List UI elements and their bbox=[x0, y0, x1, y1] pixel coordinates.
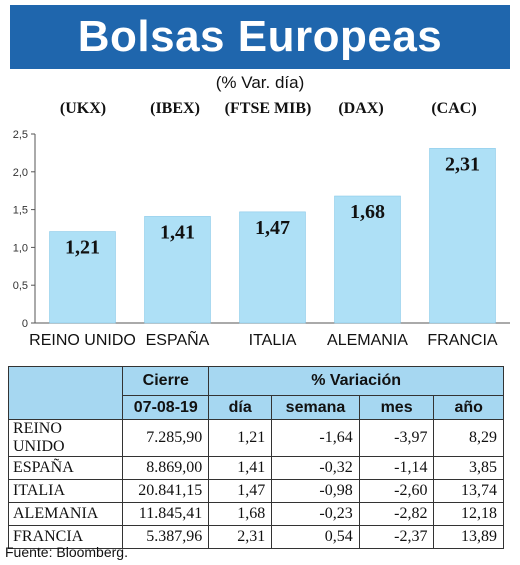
col-header-semana: semana bbox=[271, 395, 360, 420]
bar-value-label: 1,41 bbox=[160, 221, 195, 243]
row-country: REINO UNIDO bbox=[7, 419, 124, 457]
index-code: (UKX) bbox=[59, 100, 107, 117]
cell-dia: 1,41 bbox=[208, 456, 273, 480]
row-country: ITALIA bbox=[7, 479, 124, 503]
index-code: (FTSE MIB) bbox=[224, 100, 312, 117]
col-header-mes: mes bbox=[358, 395, 435, 420]
cell-semana: -1,64 bbox=[271, 419, 360, 457]
table-corner-lower bbox=[7, 395, 124, 420]
cell-cierre: 11.845,41 bbox=[122, 502, 210, 526]
row-country: ALEMANIA bbox=[7, 502, 124, 526]
col-header-ano: año bbox=[433, 395, 504, 420]
bar bbox=[144, 216, 211, 324]
cell-semana: 0,54 bbox=[271, 525, 360, 549]
market-table: Cierre % Variación 07-08-19 día semana m… bbox=[7, 366, 504, 549]
chart-subtitle: (% Var. día) bbox=[215, 73, 305, 92]
col-header-dia: día bbox=[208, 395, 273, 420]
cell-cierre: 5.387,96 bbox=[122, 525, 210, 549]
cell-mes: -2,60 bbox=[358, 479, 435, 503]
cell-dia: 1,21 bbox=[208, 419, 273, 457]
table-row: FRANCIA 5.387,96 2,31 0,54 -2,37 13,89 bbox=[7, 525, 504, 549]
cell-cierre: 7.285,90 bbox=[122, 419, 210, 457]
bar bbox=[429, 148, 496, 324]
table-row: ALEMANIA 11.845,41 1,68 -0,23 -2,82 12,18 bbox=[7, 502, 504, 526]
cell-dia: 2,31 bbox=[208, 525, 273, 549]
cell-ano: 8,29 bbox=[433, 419, 504, 457]
cell-mes: -2,82 bbox=[358, 502, 435, 526]
cell-mes: -1,14 bbox=[358, 456, 435, 480]
cell-semana: -0,23 bbox=[271, 502, 360, 526]
bar-value-label: 1,47 bbox=[255, 217, 290, 239]
category-label: FRANCIA bbox=[427, 332, 498, 349]
table-body: REINO UNIDO 7.285,90 1,21 -1,64 -3,97 8,29 ESP… bbox=[7, 419, 504, 549]
y-tick-label: 0 bbox=[22, 318, 28, 330]
cell-semana: -0,98 bbox=[271, 479, 360, 503]
y-tick-label: 0,5 bbox=[13, 280, 28, 292]
cell-ano: 13,74 bbox=[433, 479, 504, 503]
category-label: ITALIA bbox=[249, 332, 297, 349]
cell-dia: 1,68 bbox=[208, 502, 273, 526]
y-tick-label: 2,0 bbox=[13, 167, 28, 179]
category-label: REINO UNIDO bbox=[29, 332, 136, 349]
cell-mes: -3,97 bbox=[358, 419, 435, 457]
cell-ano: 3,85 bbox=[433, 456, 504, 480]
bar bbox=[239, 211, 306, 324]
category-label: ESPAÑA bbox=[146, 329, 210, 349]
group-header-variacion: % Variación bbox=[208, 366, 504, 396]
index-codes: (UKX) (IBEX) (FTSE MIB) (DAX) (CAC) bbox=[0, 100, 520, 124]
col-header-date: 07-08-19 bbox=[122, 395, 210, 420]
bar-value-label: 2,31 bbox=[445, 153, 480, 175]
cell-mes: -2,37 bbox=[358, 525, 435, 549]
y-tick-label: 1,5 bbox=[13, 205, 28, 217]
row-country: ESPAÑA bbox=[7, 456, 124, 480]
cell-ano: 13,89 bbox=[433, 525, 504, 549]
index-code: (IBEX) bbox=[150, 100, 200, 117]
table-corner bbox=[7, 366, 124, 396]
cell-dia: 1,47 bbox=[208, 479, 273, 503]
category-label: ALEMANIA bbox=[327, 332, 408, 349]
y-tick-label: 1,0 bbox=[13, 242, 28, 254]
bar-value-label: 1,21 bbox=[65, 237, 100, 259]
bar bbox=[334, 195, 401, 324]
cell-cierre: 20.841,15 bbox=[122, 479, 210, 503]
row-country: FRANCIA bbox=[7, 525, 124, 549]
table-row: ITALIA 20.841,15 1,47 -0,98 -2,60 13,74 bbox=[7, 479, 504, 503]
bar-value-label: 1,68 bbox=[350, 201, 385, 223]
index-code: (CAC) bbox=[431, 100, 477, 117]
table-row: REINO UNIDO 7.285,90 1,21 -1,64 -3,97 8,29 bbox=[7, 419, 504, 457]
y-tick-label: 2,5 bbox=[13, 129, 28, 141]
bar-chart: 0 0,5 1,0 1,5 2,0 2,5 1,21 REINO UNIDO 1,41 ESPAÑ… bbox=[13, 129, 510, 349]
group-header-cierre: Cierre bbox=[122, 366, 210, 396]
index-code: (DAX) bbox=[338, 100, 384, 117]
table-row: ESPAÑA 8.869,00 1,41 -0,32 -1,14 3,85 bbox=[7, 456, 504, 480]
cell-ano: 12,18 bbox=[433, 502, 504, 526]
cell-cierre: 8.869,00 bbox=[122, 456, 210, 480]
source-note: Fuente: Bloomberg. bbox=[5, 544, 128, 560]
title-banner: Bolsas Europeas bbox=[10, 5, 510, 69]
page-title: Bolsas Europeas bbox=[77, 12, 443, 61]
cell-semana: -0,32 bbox=[271, 456, 360, 480]
bar bbox=[49, 231, 116, 324]
